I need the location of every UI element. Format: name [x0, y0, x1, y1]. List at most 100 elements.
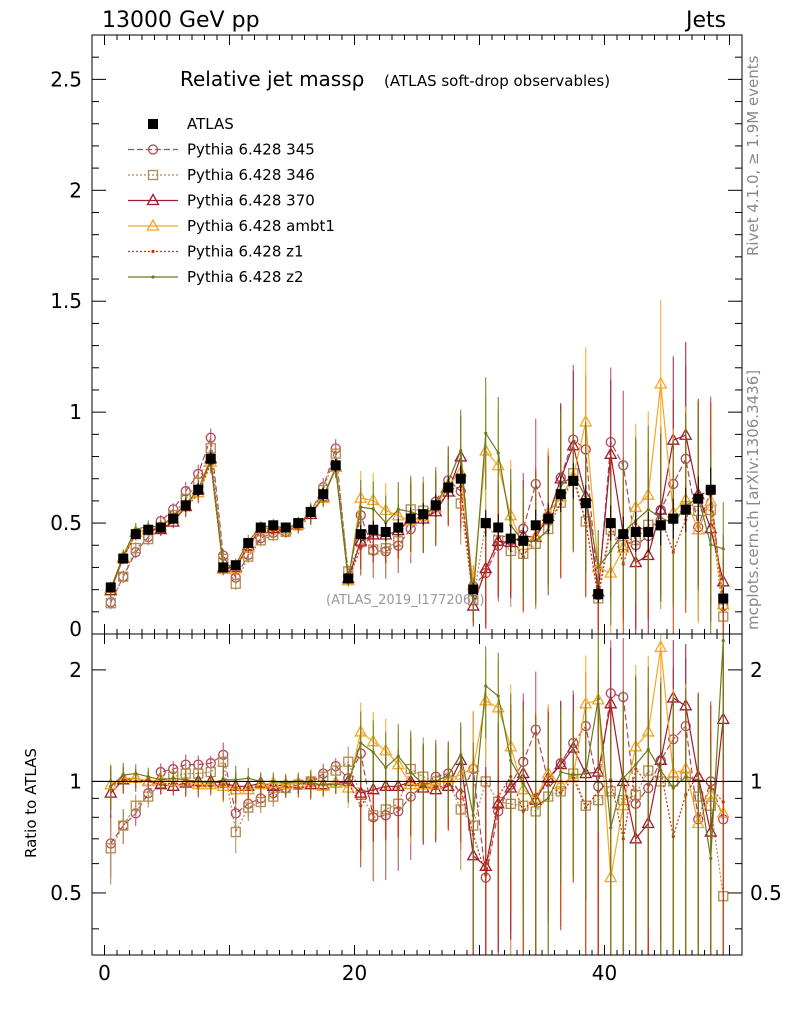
chart-title: Relative jet massρ: [180, 67, 364, 91]
legend-marker: [151, 249, 155, 254]
x-tick-label: 0: [98, 961, 111, 985]
ratio-point: [721, 638, 725, 643]
ratio-point: [109, 784, 113, 788]
reference-point: [218, 562, 229, 573]
analysis-watermark: (ATLAS_2019_I1772062): [326, 593, 484, 608]
reference-point: [455, 473, 466, 484]
ratio-point: [159, 778, 163, 782]
ratio-point: [384, 765, 388, 770]
ratio-point: [221, 778, 225, 782]
ratio-point: [334, 783, 338, 787]
reference-point: [205, 453, 216, 464]
ratio-point: [105, 843, 116, 854]
reference-point: [380, 526, 391, 537]
ratio-clip-group: [104, 634, 730, 955]
ratio-point: [243, 802, 254, 813]
data-point: [721, 547, 725, 551]
ratio-series-line: [110, 647, 724, 878]
legend-label: Pythia 6.428 345: [187, 141, 315, 159]
y-tick-label: 2: [69, 178, 82, 202]
ratio-point: [321, 783, 325, 787]
legend-label: ATLAS: [187, 115, 234, 133]
reference-point: [343, 573, 354, 584]
ratio-y-tick-label: 1: [69, 769, 82, 793]
reference-point: [643, 526, 654, 537]
data-point: [471, 596, 475, 600]
reference-point: [118, 553, 129, 564]
ratio-point: [359, 741, 363, 745]
ratio-y-tick-label: 2: [69, 658, 82, 682]
reference-point: [668, 513, 679, 524]
reference-point: [655, 520, 666, 531]
data-point: [230, 578, 241, 589]
ratio-point: [584, 771, 588, 776]
reference-point: [580, 498, 591, 509]
data-point: [371, 507, 375, 511]
ratio-point: [534, 804, 538, 808]
ratio-point: [309, 781, 313, 785]
legend-label: Pythia 6.428 z2: [187, 268, 304, 286]
ratio-point: [634, 763, 638, 767]
reference-point: [243, 538, 254, 549]
reference-point: [355, 529, 366, 540]
data-point: [709, 542, 713, 547]
reference-point: [305, 506, 316, 517]
ratio-point: [134, 771, 138, 776]
ratio-point: [209, 781, 213, 785]
data-point: [396, 507, 400, 512]
ratio-point: [396, 754, 400, 758]
axes: 0 20 40 0 0.5 1 1.5 2 2.5 0.5 0.5 1 1 2 2: [50, 34, 782, 985]
y-tick-label: 0.5: [50, 511, 82, 535]
reference-point: [630, 526, 641, 537]
ratio-point: [671, 786, 675, 790]
data-point: [459, 449, 463, 453]
data-point: [359, 546, 363, 550]
main-panel: [104, 300, 730, 634]
reference-point: [568, 475, 579, 486]
legend-entry: Pythia 6.428 370: [128, 192, 315, 210]
ratio-y-tick-label: 0.5: [50, 881, 82, 905]
reference-point: [555, 489, 566, 500]
reference-point: [280, 522, 291, 533]
ratio-y-tick-label-right: 1: [750, 769, 763, 793]
legend-label: Pythia 6.428 370: [187, 192, 315, 210]
reference-point: [405, 513, 416, 524]
data-point: [646, 507, 650, 512]
reference-point: [618, 529, 629, 540]
ratio-point: [496, 694, 500, 698]
ratio-point: [371, 750, 375, 754]
ratio-point: [659, 768, 663, 773]
ratio-series-line: [110, 692, 724, 878]
legend-marker: [146, 218, 160, 231]
ratio-point: [521, 781, 525, 785]
ratio-point: [546, 796, 550, 800]
reference-point: [418, 509, 429, 520]
legend-entry: Pythia 6.428 z1: [128, 243, 304, 261]
reference-point: [693, 493, 704, 504]
ratio-point: [171, 776, 175, 780]
reference-point: [168, 513, 179, 524]
ratio-series-line: [110, 640, 724, 859]
chart-subtitle: (ATLAS soft-drop observables): [384, 72, 610, 90]
data-point: [105, 598, 116, 609]
reference-point: [430, 500, 441, 511]
ratio-point: [421, 783, 425, 787]
ratio-point: [459, 753, 463, 757]
x-tick-label: 20: [342, 961, 367, 985]
legend-entry: Pythia 6.428 ambt1: [128, 217, 335, 235]
legend-marker: [151, 275, 155, 279]
reference-point: [293, 518, 304, 529]
reference-point: [318, 489, 329, 500]
ratio-point: [654, 640, 668, 653]
ratio-frame: [91, 633, 743, 956]
ratio-point: [409, 770, 413, 774]
reference-point: [593, 589, 604, 600]
ratio-point: [446, 773, 450, 777]
series-line: [110, 448, 724, 617]
legend-label: Pythia 6.428 346: [187, 166, 315, 184]
legend-label: Pythia 6.428 z1: [187, 243, 304, 261]
ratio-point: [721, 800, 725, 804]
ratio-point: [684, 775, 688, 779]
ratio-point: [284, 781, 288, 785]
data-point: [359, 505, 363, 509]
